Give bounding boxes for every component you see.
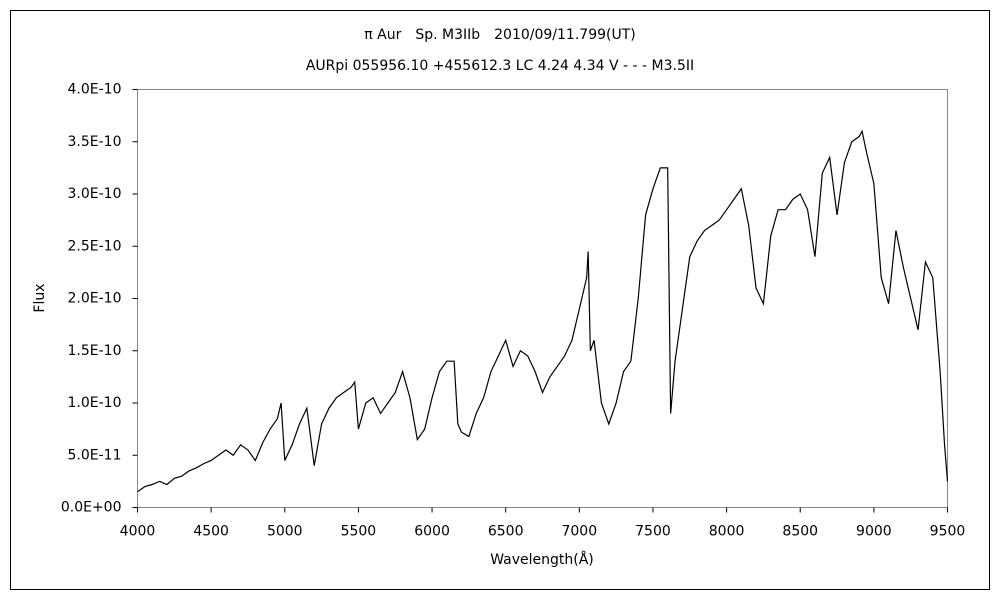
x-tick-label: 9000 <box>856 524 892 540</box>
x-tick-label: 8000 <box>709 524 745 540</box>
x-tick-label: 5000 <box>267 524 303 540</box>
y-tick-label: 1.0E-10 <box>68 395 122 411</box>
x-tick-label: 9500 <box>930 524 966 540</box>
y-tick-label: 3.5E-10 <box>68 134 122 150</box>
x-tick-label: 4500 <box>193 524 229 540</box>
y-tick-label: 2.0E-10 <box>68 291 122 307</box>
y-axis-label: Flux <box>32 283 48 312</box>
y-tick-label: 5.0E-11 <box>68 447 122 463</box>
chart-subtitle: AURpi 055956.10 +455612.3 LC 4.24 4.34 V… <box>306 58 694 74</box>
x-tick-label: 7000 <box>561 524 597 540</box>
y-tick-label: 0.0E+00 <box>61 500 122 516</box>
x-tick-label: 6000 <box>414 524 450 540</box>
x-axis-label: Wavelength(Å) <box>490 551 594 568</box>
x-tick-label: 6500 <box>488 524 524 540</box>
chart-title: π Aur Sp. M3IIb 2010/09/11.799(UT) <box>364 27 635 43</box>
y-tick-label: 1.5E-10 <box>68 343 122 359</box>
x-tick-label: 7500 <box>635 524 671 540</box>
x-tick-label: 4000 <box>120 524 156 540</box>
chart-frame <box>10 10 990 590</box>
x-tick-label: 5500 <box>341 524 377 540</box>
x-tick-label: 8500 <box>782 524 818 540</box>
y-tick-label: 4.0E-10 <box>68 82 122 98</box>
y-tick-label: 3.0E-10 <box>68 186 122 202</box>
spectrum-line <box>137 129 949 493</box>
y-tick-label: 2.5E-10 <box>68 238 122 254</box>
